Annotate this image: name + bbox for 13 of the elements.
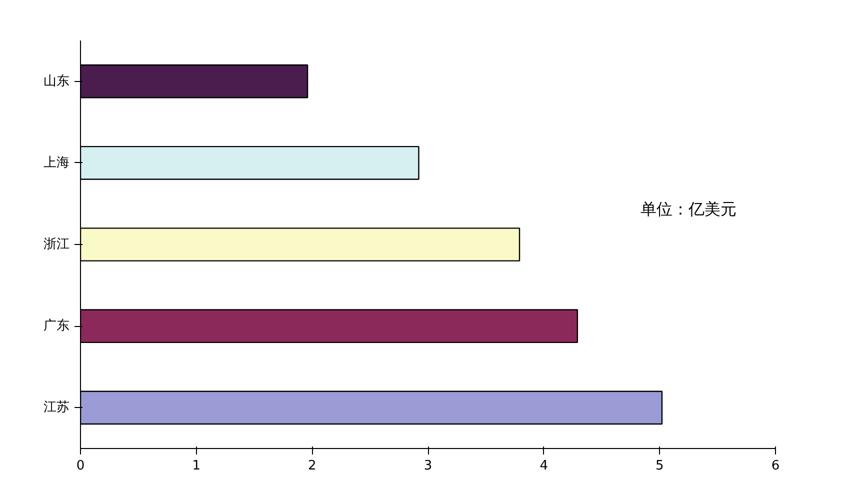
y-tick-label: 广东 xyxy=(44,318,70,334)
y-tick-label: 浙江 xyxy=(44,237,70,252)
x-tick-label: 3 xyxy=(424,458,432,474)
x-tick-label: 2 xyxy=(308,458,316,474)
x-tick-label: 0 xyxy=(76,458,85,474)
x-tick-label: 6 xyxy=(771,458,780,474)
y-tick-label: 山东 xyxy=(44,74,70,89)
x-tick-label: 5 xyxy=(656,458,664,474)
y-tick-label: 上海 xyxy=(44,155,70,170)
annotation: 单位：亿美元 xyxy=(640,200,736,218)
x-tick-label: 4 xyxy=(540,458,548,474)
y-tick-label: 江苏 xyxy=(44,400,70,416)
x-tick-label: 1 xyxy=(192,458,200,474)
